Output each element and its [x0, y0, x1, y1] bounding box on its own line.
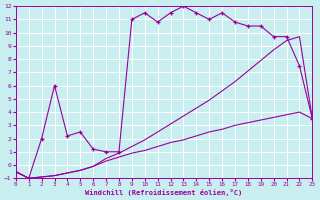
- X-axis label: Windchill (Refroidissement éolien,°C): Windchill (Refroidissement éolien,°C): [85, 189, 243, 196]
